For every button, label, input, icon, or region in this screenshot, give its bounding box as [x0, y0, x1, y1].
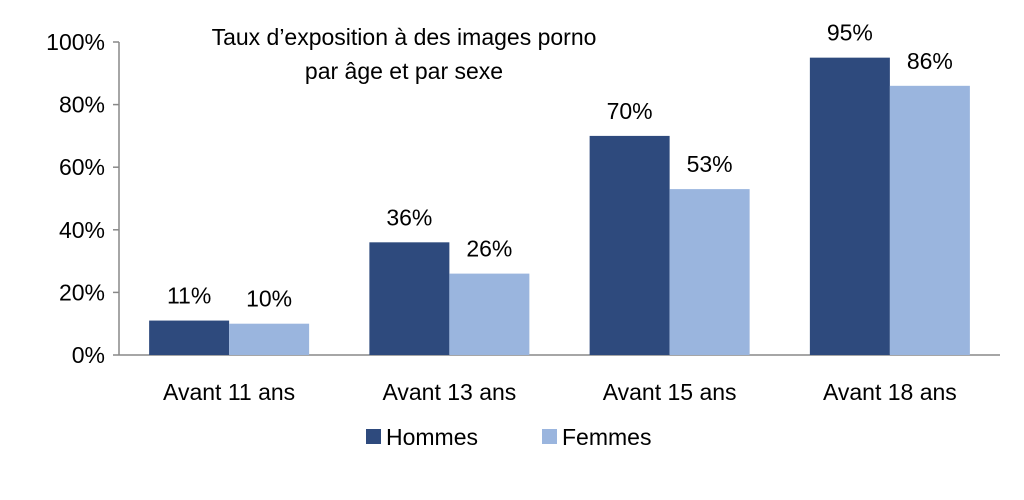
bar-hommes: [369, 242, 450, 355]
data-label: 11%: [167, 283, 211, 309]
x-category-label: Avant 18 ans: [823, 379, 957, 405]
data-label: 70%: [607, 98, 653, 124]
data-label: 26%: [466, 236, 512, 262]
data-label: 36%: [386, 204, 432, 230]
y-tick-label: 40%: [59, 217, 105, 243]
data-labels: 11% 10% 36% 26% 70% 53% 95% 86%: [167, 20, 953, 312]
bar-femmes: [449, 273, 530, 355]
bar-hommes: [149, 320, 230, 355]
y-tick-label: 60%: [59, 154, 105, 180]
data-label: 95%: [827, 20, 873, 46]
x-category-label: Avant 15 ans: [603, 379, 737, 405]
legend-label-femmes: Femmes: [562, 424, 651, 450]
y-tick-label: 20%: [59, 279, 105, 305]
chart-title-line-2: par âge et par sexe: [305, 58, 503, 84]
legend-label-hommes: Hommes: [386, 424, 478, 450]
legend: Hommes Femmes: [366, 424, 651, 450]
bar-hommes: [589, 135, 670, 355]
y-tick-label: 80%: [59, 92, 105, 118]
data-label: 86%: [907, 48, 953, 74]
data-label: 10%: [246, 286, 292, 312]
axes: 0% 20% 40% 60% 80% 100% Avant 11 ans Avant 13 a…: [46, 29, 1000, 405]
y-tick-label: 100%: [46, 29, 105, 55]
bar-femmes: [889, 85, 970, 355]
data-label: 53%: [687, 151, 733, 177]
legend-swatch-femmes: [542, 429, 557, 444]
x-category-label: Avant 11 ans: [163, 379, 295, 405]
bar-hommes: [809, 57, 890, 356]
chart-title: Taux d’exposition à des images porno par…: [212, 24, 597, 84]
bars: [149, 57, 970, 356]
bar-femmes: [229, 323, 310, 355]
bar-femmes: [669, 189, 750, 355]
y-tick-label: 0%: [72, 342, 105, 368]
legend-swatch-hommes: [366, 429, 381, 444]
chart-title-line-1: Taux d’exposition à des images porno: [212, 24, 597, 50]
x-category-label: Avant 13 ans: [382, 379, 516, 405]
